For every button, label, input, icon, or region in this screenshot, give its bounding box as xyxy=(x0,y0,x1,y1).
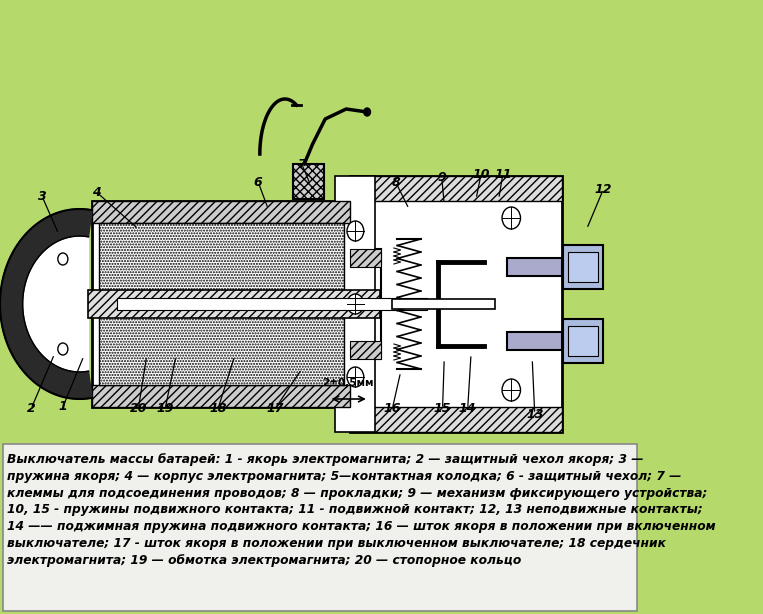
Bar xyxy=(568,252,597,282)
Circle shape xyxy=(502,379,520,401)
Bar xyxy=(0,0,639,442)
Text: 19: 19 xyxy=(156,403,174,416)
Bar xyxy=(507,332,562,350)
Text: 20: 20 xyxy=(130,403,147,416)
Bar xyxy=(2,444,637,611)
Circle shape xyxy=(364,108,371,116)
Bar xyxy=(588,331,594,351)
Bar xyxy=(350,341,382,359)
Text: 8: 8 xyxy=(391,176,400,188)
Bar xyxy=(595,331,600,351)
Bar xyxy=(99,309,343,385)
Bar xyxy=(563,319,604,363)
Bar xyxy=(350,176,562,432)
Text: 12: 12 xyxy=(594,182,612,195)
Circle shape xyxy=(347,294,364,314)
Text: 3: 3 xyxy=(37,190,47,203)
Text: 11: 11 xyxy=(494,168,512,181)
Bar xyxy=(392,299,494,309)
Polygon shape xyxy=(0,209,92,399)
Text: Выключатель массы батарей: 1 - якорь электромагнита; 2 — защитный чехол якоря; 3: Выключатель массы батарей: 1 - якорь эле… xyxy=(7,453,716,567)
Bar xyxy=(350,249,382,267)
Bar xyxy=(581,331,587,351)
Circle shape xyxy=(347,221,364,241)
Circle shape xyxy=(502,207,520,229)
Bar xyxy=(575,257,580,277)
Bar xyxy=(335,176,375,432)
Bar xyxy=(563,245,604,289)
Bar xyxy=(88,290,380,318)
Text: 2: 2 xyxy=(27,403,35,416)
Text: 16: 16 xyxy=(384,403,401,416)
Text: 9: 9 xyxy=(437,171,446,184)
Bar xyxy=(575,331,580,351)
Text: 18: 18 xyxy=(209,403,227,416)
Bar xyxy=(92,201,350,407)
Text: 15: 15 xyxy=(434,403,451,416)
Bar xyxy=(581,257,587,277)
Bar xyxy=(92,201,350,223)
Bar xyxy=(293,164,324,199)
Text: 4: 4 xyxy=(92,185,101,198)
Text: 2±0,5мм: 2±0,5мм xyxy=(322,378,374,388)
Bar xyxy=(568,257,573,277)
Circle shape xyxy=(58,343,68,355)
Bar xyxy=(568,326,597,356)
Bar xyxy=(350,249,382,359)
Bar xyxy=(562,331,567,351)
Bar xyxy=(588,257,594,277)
Text: 13: 13 xyxy=(526,408,543,421)
Text: 10: 10 xyxy=(472,168,490,181)
Bar xyxy=(507,258,562,276)
Bar xyxy=(350,176,562,201)
Bar xyxy=(99,223,343,299)
Text: 1: 1 xyxy=(59,400,67,413)
Text: 17: 17 xyxy=(266,403,284,416)
Bar xyxy=(118,298,427,310)
Bar xyxy=(350,407,562,432)
Bar xyxy=(568,331,573,351)
Circle shape xyxy=(58,253,68,265)
Bar xyxy=(595,257,600,277)
Text: 14: 14 xyxy=(459,403,476,416)
Polygon shape xyxy=(23,236,89,372)
Text: 6: 6 xyxy=(254,176,262,188)
Circle shape xyxy=(347,367,364,387)
Bar xyxy=(562,257,567,277)
Text: 7: 7 xyxy=(298,158,306,171)
Bar xyxy=(92,385,350,407)
